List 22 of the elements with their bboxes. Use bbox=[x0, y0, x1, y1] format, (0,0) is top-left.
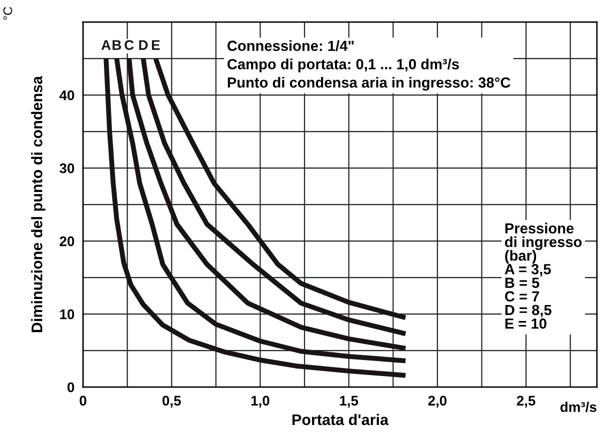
series-label: A bbox=[101, 40, 111, 50]
annotation: Connessione: 1/4" Campo di portata: 0,1 ... 1,0 dm³/s Punto di condensa aria in ingresso: 38°C bbox=[228, 40, 510, 91]
x-tick-label: 1,0 bbox=[251, 396, 270, 408]
y-tick-label: 0 bbox=[68, 382, 74, 392]
y-tick-label: 10 bbox=[60, 309, 74, 320]
text: °C bbox=[3, 6, 12, 20]
series-label: B bbox=[112, 40, 122, 50]
y-tick-label: 30 bbox=[60, 163, 74, 174]
series-label: D bbox=[139, 40, 148, 50]
x-tick-label: 2,0 bbox=[428, 396, 447, 408]
series-label: C bbox=[124, 40, 134, 50]
x-tick-label: 1,5 bbox=[340, 396, 358, 408]
x-axis-title: Portata d'aria bbox=[292, 414, 389, 426]
x-tick-label: 0,5 bbox=[162, 396, 181, 408]
y-tick-label: 20 bbox=[60, 236, 74, 246]
y-axis-title: Diminuzione del punto di condensa bbox=[31, 76, 46, 332]
text: dm³/s bbox=[560, 402, 596, 412]
series-label: E bbox=[152, 40, 160, 50]
y-tick-label: 40 bbox=[59, 90, 74, 100]
x-tick-label: 0 bbox=[80, 396, 86, 406]
annotation: Pressione di ingresso (bar) A = 3,5 B = 5 C = 7 D = 8,5 E = 10 bbox=[504, 222, 582, 329]
x-tick-label: 2,5 bbox=[516, 396, 536, 408]
